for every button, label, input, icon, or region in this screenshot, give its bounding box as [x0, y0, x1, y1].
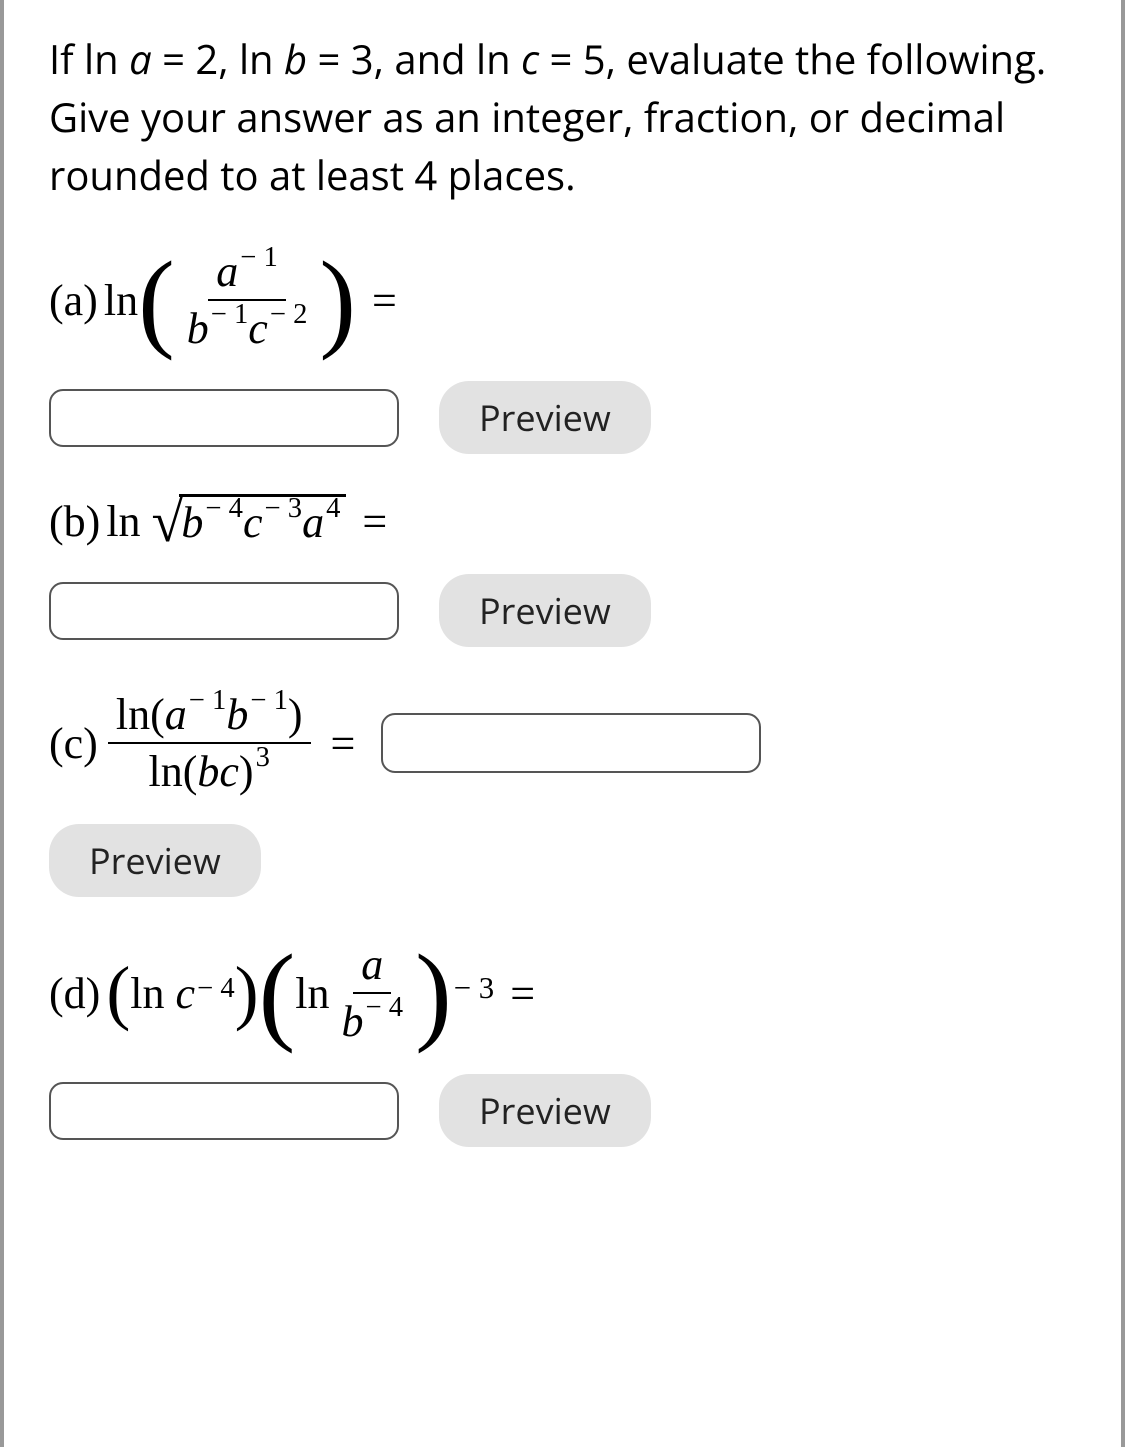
part-d-expression: (d) ( ln c− 4 ) ( ln a b− 4 ) − 3 =: [49, 937, 1091, 1049]
part-c: (c) ln(a− 1b− 1) ln(bc)3 = Preview: [49, 687, 1091, 897]
part-d-preview-button[interactable]: Preview: [439, 1074, 651, 1147]
part-a-preview-button[interactable]: Preview: [439, 381, 651, 454]
part-d-input[interactable]: [49, 1082, 399, 1140]
part-c-label: (c): [49, 718, 98, 769]
part-a-input[interactable]: [49, 389, 399, 447]
part-b-expression: (b) ln √ b− 4c− 3a4 =: [49, 494, 1091, 549]
question-prompt: If ln a = 2, ln b = 3, and ln c = 5, eva…: [49, 30, 1091, 204]
part-b-label: (b): [49, 496, 100, 547]
part-c-preview-button[interactable]: Preview: [49, 824, 261, 897]
part-a-label: (a): [49, 275, 98, 326]
part-d-label: (d): [49, 968, 100, 1019]
part-c-input[interactable]: [381, 713, 761, 773]
part-a: (a) ln ( a− 1 b− 1c− 2 ) = Preview: [49, 244, 1091, 454]
part-d: (d) ( ln c− 4 ) ( ln a b− 4 ) − 3 = Prev…: [49, 937, 1091, 1147]
part-b-preview-button[interactable]: Preview: [439, 574, 651, 647]
part-c-expression: (c) ln(a− 1b− 1) ln(bc)3 =: [49, 687, 1091, 799]
part-b-input[interactable]: [49, 582, 399, 640]
part-a-expression: (a) ln ( a− 1 b− 1c− 2 ) =: [49, 244, 1091, 356]
question-container: If ln a = 2, ln b = 3, and ln c = 5, eva…: [0, 0, 1125, 1447]
part-b: (b) ln √ b− 4c− 3a4 = Preview: [49, 494, 1091, 647]
